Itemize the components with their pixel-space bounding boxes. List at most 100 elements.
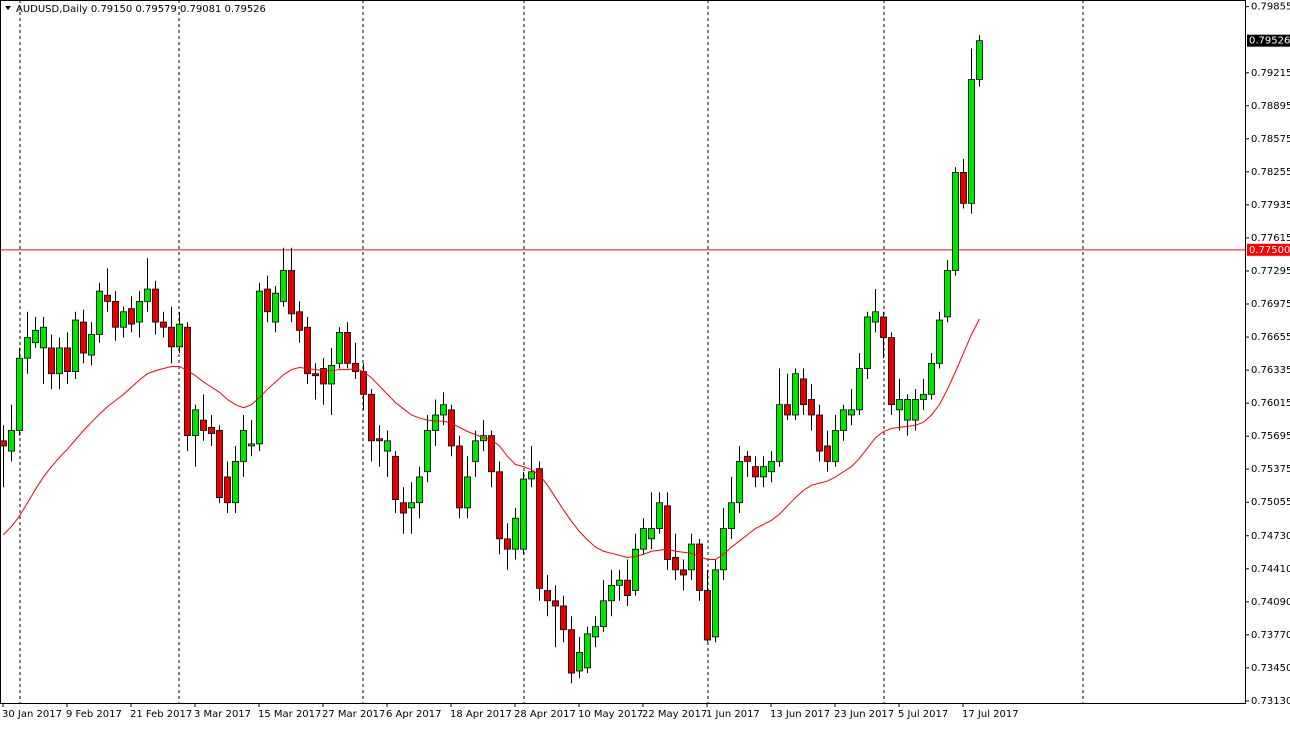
y-tick-label: 0.78575 xyxy=(1251,134,1290,145)
y-tick-label: 0.75695 xyxy=(1251,431,1290,442)
candle-body xyxy=(120,311,127,328)
candle-body xyxy=(248,443,255,447)
candle-body xyxy=(112,301,119,328)
candle-body xyxy=(880,316,887,338)
candle-body xyxy=(896,399,903,411)
candle-body xyxy=(496,471,503,540)
candle-body xyxy=(408,502,415,509)
candle-body xyxy=(0,440,7,447)
candle-body xyxy=(240,430,247,462)
current-price-label: 0.79526 xyxy=(1249,36,1290,47)
candle-body xyxy=(136,301,143,323)
candle-body xyxy=(328,365,335,385)
candle-body xyxy=(512,517,519,550)
candle-body xyxy=(784,404,791,416)
candle-body xyxy=(584,633,591,669)
candle-body xyxy=(648,528,655,540)
candles xyxy=(0,35,983,684)
candle-body xyxy=(8,430,15,452)
candle-body xyxy=(928,362,935,395)
candle-body xyxy=(448,409,455,447)
header-low: 0.79081 xyxy=(180,4,221,15)
header-high: 0.79579 xyxy=(135,4,176,15)
candle-body xyxy=(688,543,695,571)
candle-body xyxy=(312,373,319,377)
candle-body xyxy=(824,445,831,462)
x-tick-label: 1 Jun 2017 xyxy=(706,709,760,720)
candle-body xyxy=(416,476,423,504)
candle-body xyxy=(616,579,623,586)
current-price-box xyxy=(1247,34,1290,47)
candle-body xyxy=(280,270,287,302)
candle-body xyxy=(728,502,735,529)
menu-arrow[interactable] xyxy=(5,6,11,10)
candle-body xyxy=(664,505,671,560)
candle-body xyxy=(776,404,783,462)
candle-body xyxy=(976,40,983,80)
y-tick-label: 0.76655 xyxy=(1251,332,1290,343)
candle-body xyxy=(832,430,839,462)
candle-body xyxy=(464,476,471,509)
chart-title: AUDUSD,Daily xyxy=(16,4,88,15)
candle-body xyxy=(224,476,231,504)
candle-body xyxy=(96,290,103,335)
x-tick-label: 17 Jul 2017 xyxy=(962,709,1019,720)
candle-body xyxy=(952,171,959,271)
candle-body xyxy=(536,468,543,589)
y-tick-label: 0.76975 xyxy=(1251,299,1290,310)
candle-body xyxy=(184,326,191,437)
candle-body xyxy=(552,600,559,607)
candle-body xyxy=(800,378,807,406)
y-tick-label: 0.79855 xyxy=(1251,2,1290,13)
x-tick-label: 30 Jan 2017 xyxy=(2,709,62,720)
candle-body xyxy=(920,393,927,400)
x-tick-label: 27 Mar 2017 xyxy=(322,709,385,720)
candle-body xyxy=(520,478,527,550)
candle-body xyxy=(208,426,215,434)
candle-body xyxy=(504,538,511,550)
candle-body xyxy=(680,569,687,576)
candle-body xyxy=(472,440,479,462)
candle-body xyxy=(144,288,151,302)
candle-body xyxy=(560,605,567,631)
candle-body xyxy=(128,308,135,325)
candle-body xyxy=(72,319,79,373)
candle-body xyxy=(432,414,439,431)
candle-body xyxy=(344,332,351,364)
candle-body xyxy=(856,368,863,411)
candle-body xyxy=(200,419,207,431)
y-tick-label: 0.77615 xyxy=(1251,233,1290,244)
candle-body xyxy=(456,445,463,509)
candle-body xyxy=(368,393,375,442)
x-tick-label: 9 Feb 2017 xyxy=(66,709,122,720)
candle-body xyxy=(960,171,967,204)
candle-body xyxy=(632,548,639,591)
candle-body xyxy=(80,321,87,354)
level-label-box xyxy=(1247,243,1290,256)
x-tick-label: 22 May 2017 xyxy=(642,709,707,720)
candle-body xyxy=(192,409,199,437)
y-tick-label: 0.76335 xyxy=(1251,365,1290,376)
y-tick-label: 0.78895 xyxy=(1251,101,1290,112)
candle-body xyxy=(944,270,951,318)
candle-body xyxy=(712,569,719,638)
candle-body xyxy=(640,528,647,550)
candle-body xyxy=(384,440,391,452)
candle-body xyxy=(24,337,31,359)
candle-body xyxy=(600,600,607,628)
candle-body xyxy=(696,543,703,591)
candle-body xyxy=(624,579,631,597)
candle-body xyxy=(968,79,975,204)
x-tick-label: 21 Feb 2017 xyxy=(130,709,192,720)
candle-body xyxy=(176,323,183,348)
x-tick-label: 23 Jun 2017 xyxy=(834,709,894,720)
candle-body xyxy=(840,409,847,431)
candle-body xyxy=(264,288,271,313)
candle-body xyxy=(656,502,663,529)
x-tick-label: 10 May 2017 xyxy=(578,709,643,720)
candle-body xyxy=(168,326,175,348)
candle-body xyxy=(272,292,279,323)
candle-body xyxy=(568,629,575,674)
y-tick-label: 0.73450 xyxy=(1251,663,1290,674)
